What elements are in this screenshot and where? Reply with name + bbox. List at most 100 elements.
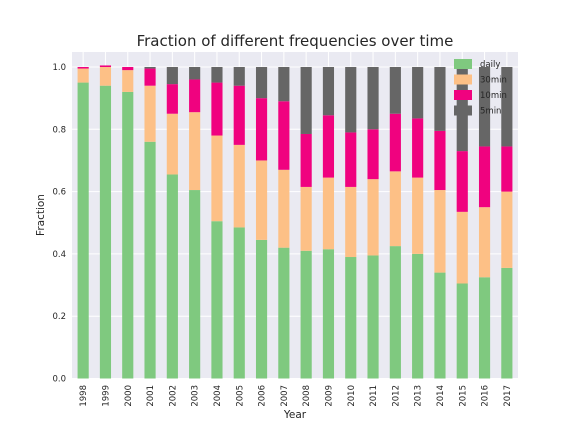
y-axis-label: Fraction [35, 194, 47, 236]
bar-10min-2001 [144, 68, 156, 86]
bar-10min-2009 [322, 115, 335, 178]
bar-10min-2005 [233, 85, 245, 145]
x-tick-label: 2011 [369, 385, 379, 407]
bar-5min-2001 [144, 67, 156, 69]
legend-label-daily: daily [480, 60, 500, 70]
bar-10min-2007 [278, 101, 290, 170]
bar-30min-2012 [389, 171, 401, 247]
bar-10min-2003 [189, 79, 201, 113]
x-tick-label: 2006 [258, 385, 268, 407]
y-tick-label: 0.8 [52, 125, 66, 135]
bar-30min-2006 [255, 160, 268, 240]
bar-daily-2014 [434, 272, 446, 379]
chart-title: Fraction of different frequencies over t… [137, 32, 454, 50]
bar-daily-2012 [389, 246, 401, 379]
bar-30min-2009 [322, 177, 335, 250]
bar-10min-2013 [412, 118, 424, 178]
bar-daily-2017 [501, 267, 513, 379]
bars [77, 65, 513, 379]
bar-30min-2005 [233, 144, 245, 228]
x-tick-label: 2017 [503, 385, 513, 407]
legend-swatch-5min [454, 105, 472, 116]
bar-5min-2007 [278, 67, 290, 102]
bar-5min-2017 [501, 67, 513, 147]
x-tick-label: 2009 [324, 385, 334, 407]
bar-10min-2000 [122, 67, 134, 71]
bar-30min-2003 [189, 112, 201, 191]
bar-5min-2002 [166, 67, 178, 85]
bar-10min-2008 [300, 133, 312, 187]
x-tick-label: 1999 [101, 385, 111, 407]
x-tick-label: 2001 [146, 385, 156, 407]
bar-daily-2010 [345, 257, 357, 379]
x-tick-label: 2003 [191, 385, 201, 407]
x-tick-label: 2002 [168, 385, 178, 407]
bar-30min-2010 [345, 186, 357, 258]
bar-5min-2003 [189, 67, 201, 80]
y-tick-label: 0.0 [52, 375, 66, 385]
bar-5min-2013 [412, 67, 424, 119]
bar-10min-2006 [255, 98, 268, 161]
bar-30min-2000 [122, 70, 134, 92]
legend-label-30min: 30min [480, 76, 507, 86]
bar-10min-2014 [434, 130, 446, 191]
bar-10min-2016 [478, 146, 491, 208]
x-tick-label: 2016 [481, 385, 491, 407]
bar-5min-2011 [367, 67, 379, 130]
legend-swatch-30min [454, 74, 472, 85]
y-tick-label: 0.6 [52, 188, 66, 198]
bar-daily-2005 [233, 227, 245, 379]
y-axis-ticks: 0.0 0.2 0.4 0.6 0.8 1.0 [52, 63, 66, 385]
bar-5min-2009 [322, 67, 335, 116]
bar-5min-2012 [389, 67, 401, 114]
bar-30min-2017 [501, 191, 513, 268]
legend-label-5min: 5min [480, 107, 501, 117]
bar-daily-2002 [166, 174, 178, 379]
bar-10min-2011 [367, 129, 379, 180]
legend-swatch-daily [454, 59, 472, 69]
bar-5min-2014 [434, 67, 446, 131]
bar-5min-2016 [478, 67, 491, 147]
bar-5min-2008 [300, 67, 312, 134]
bar-30min-2004 [211, 135, 223, 222]
x-tick-label: 1998 [79, 385, 89, 407]
bar-30min-1999 [99, 67, 112, 86]
bar-10min-2012 [389, 113, 401, 172]
bar-5min-2010 [345, 67, 357, 133]
bar-daily-2004 [211, 221, 223, 379]
x-tick-label: 2013 [414, 385, 424, 407]
y-tick-label: 0.4 [52, 250, 66, 260]
legend-label-10min: 10min [480, 91, 507, 101]
bar-10min-2010 [345, 132, 357, 187]
bar-30min-2016 [478, 207, 491, 278]
x-tick-label: 2015 [458, 385, 468, 407]
bar-30min-2007 [278, 169, 290, 248]
bar-30min-2014 [434, 190, 446, 273]
bar-daily-2013 [412, 253, 424, 379]
bar-30min-2002 [166, 113, 178, 175]
bar-daily-1998 [77, 82, 89, 379]
bar-daily-2000 [122, 91, 134, 379]
bar-daily-2003 [189, 190, 201, 379]
y-tick-label: 1.0 [52, 63, 66, 73]
bar-30min-2011 [367, 179, 379, 256]
bar-10min-1999 [99, 65, 112, 67]
bar-daily-2015 [456, 283, 468, 379]
bar-daily-2009 [322, 249, 335, 379]
x-tick-label: 2000 [124, 385, 134, 407]
bar-30min-2015 [456, 211, 468, 284]
bar-daily-2011 [367, 255, 379, 379]
x-tick-label: 2005 [235, 385, 245, 407]
bar-10min-2017 [501, 146, 513, 192]
bar-5min-2006 [255, 67, 268, 99]
bar-30min-2013 [412, 177, 424, 254]
bar-10min-2002 [166, 84, 178, 114]
bar-daily-2008 [300, 250, 312, 379]
bar-daily-2001 [144, 141, 156, 379]
x-axis-label: Year [283, 409, 307, 421]
legend: daily 30min 10min 5min [454, 59, 507, 117]
x-axis-ticks: 1998 1999 2000 2001 2002 2003 2004 2005 2006 2007… [79, 385, 513, 407]
bar-10min-2004 [211, 82, 223, 136]
bar-daily-1999 [99, 85, 112, 379]
